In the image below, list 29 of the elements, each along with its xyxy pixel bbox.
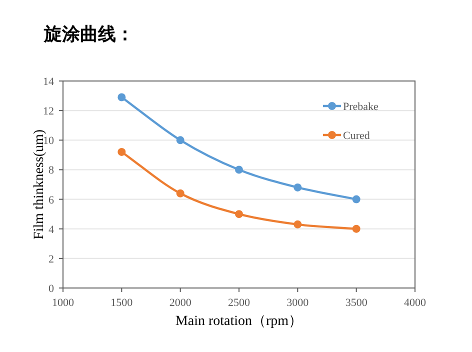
x-tick-label: 3500 (345, 297, 368, 309)
x-tick-label: 2500 (228, 297, 250, 309)
x-tick-label: 1500 (110, 297, 134, 309)
point (235, 210, 243, 218)
point (235, 166, 243, 174)
x-tick-label: 2000 (169, 297, 192, 309)
point (118, 148, 126, 156)
y-tick-label: 0 (48, 283, 54, 295)
y-tick-label: 6 (48, 194, 54, 206)
y-tick-label: 12 (43, 106, 54, 118)
x-axis-title: Main rotation（rpm） (175, 314, 303, 329)
point (352, 224, 360, 233)
point (294, 183, 302, 192)
y-tick-label: 8 (48, 164, 54, 177)
legend-label: Cured (343, 130, 370, 142)
x-tick-label: 4000 (404, 297, 426, 309)
point (176, 189, 184, 198)
y-tick-label: 10 (43, 135, 54, 148)
y-tick-label: 4 (48, 224, 54, 236)
x-tick-label: 3000 (286, 297, 310, 309)
point (352, 195, 360, 204)
x-tick-label: 1000 (52, 297, 74, 309)
y-tick-label: 2 (48, 253, 54, 266)
legend-label: Prebake (343, 101, 379, 113)
y-tick-label: 14 (43, 76, 54, 88)
point (118, 93, 126, 102)
point (294, 220, 302, 228)
chart-title: 旋涂曲线： (43, 24, 134, 45)
point (176, 136, 184, 144)
